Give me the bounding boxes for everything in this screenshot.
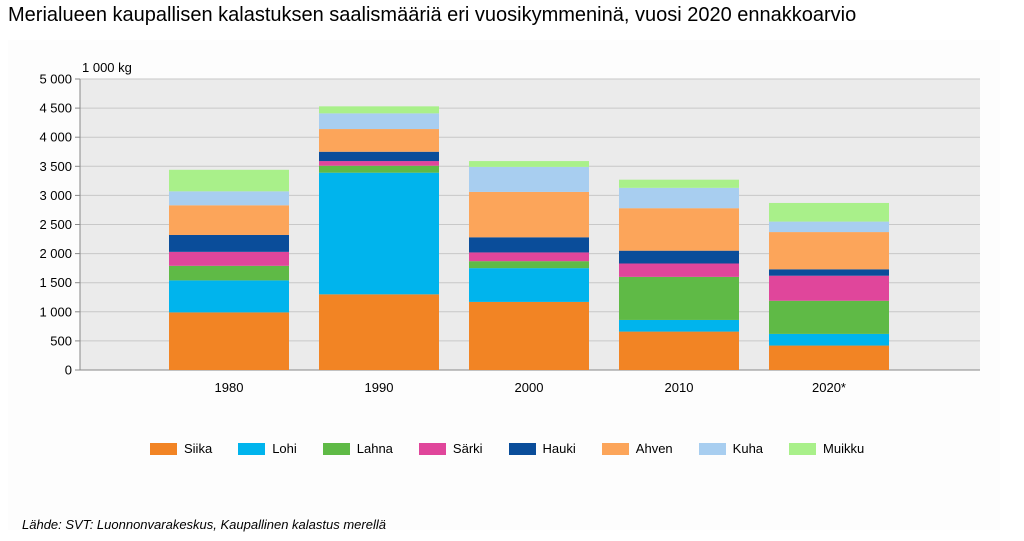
- bar-muikku-1980: [169, 169, 289, 192]
- legend-swatch: [789, 442, 817, 455]
- legend-label: Kuha: [732, 441, 764, 456]
- bar-lohi-2020: [769, 333, 889, 346]
- x-tick-label: 1990: [365, 380, 394, 395]
- legend-item: Muikku: [789, 441, 864, 456]
- bar-hauki-2010: [619, 250, 739, 264]
- y-tick-label: 2 000: [39, 246, 72, 261]
- bar-ahven-1980: [169, 205, 289, 235]
- bar-kuha-2020: [769, 221, 889, 233]
- legend-item: Särki: [418, 441, 483, 456]
- bar-ahven-2010: [619, 208, 739, 251]
- bar-hauki-2020: [769, 269, 889, 276]
- bar-hauki-2000: [469, 237, 589, 253]
- legend-item: Siika: [150, 441, 212, 456]
- legend-label: Lahna: [356, 441, 393, 456]
- legend-swatch: [150, 442, 177, 455]
- bar-kuha-1990: [319, 113, 439, 130]
- bar-lohi-1980: [169, 280, 289, 313]
- bar-ahven-2020: [769, 232, 889, 270]
- bar-siika-2020: [769, 345, 889, 370]
- bar-siika-1990: [319, 294, 439, 370]
- legend-item: Lahna: [322, 441, 393, 456]
- chart-title: Merialueen kaupallisen kalastuksen saali…: [8, 4, 857, 26]
- bar-siika-1980: [169, 312, 289, 370]
- y-axis-unit-label: 1 000 kg: [82, 60, 132, 75]
- y-tick-label: 0: [65, 363, 72, 378]
- legend-swatch: [418, 442, 446, 455]
- y-tick-label: 500: [50, 333, 72, 348]
- y-tick-label: 1 000: [39, 304, 72, 319]
- bar-kuha-1980: [169, 191, 289, 206]
- y-tick-label: 3 500: [39, 159, 72, 174]
- bar-särki-2000: [469, 252, 589, 262]
- x-tick-label: 1980: [215, 380, 244, 395]
- bar-särki-1990: [319, 161, 439, 166]
- bar-lahna-2020: [769, 300, 889, 334]
- bar-kuha-2000: [469, 166, 589, 192]
- y-tick-label: 4 000: [39, 130, 72, 145]
- y-tick-label: 5 000: [39, 72, 72, 87]
- legend-label: Siika: [184, 441, 213, 456]
- x-tick-label: 2010: [665, 380, 694, 395]
- bar-muikku-2000: [469, 161, 589, 167]
- bar-ahven-1990: [319, 129, 439, 152]
- legend-label: Muikku: [823, 441, 865, 456]
- legend-swatch: [601, 442, 629, 455]
- bar-muikku-2010: [619, 179, 739, 188]
- bar-lahna-1990: [319, 165, 439, 173]
- legend-item: Kuha: [698, 441, 764, 456]
- legend-swatch: [508, 442, 536, 455]
- bar-lohi-2000: [469, 268, 589, 302]
- legend-item: Lohi: [238, 441, 297, 456]
- bar-siika-2010: [619, 331, 739, 370]
- legend-item: Hauki: [508, 441, 576, 456]
- y-tick-label: 2 500: [39, 217, 72, 232]
- legend-label: Hauki: [542, 441, 576, 456]
- bar-särki-2020: [769, 275, 889, 301]
- bar-hauki-1980: [169, 234, 289, 252]
- bar-lahna-2010: [619, 276, 739, 320]
- legend-swatch: [238, 442, 266, 455]
- x-tick-label: 2020*: [812, 380, 846, 395]
- bar-kuha-2010: [619, 187, 739, 209]
- bar-särki-2010: [619, 263, 739, 277]
- bar-hauki-1990: [319, 151, 439, 162]
- bar-särki-1980: [169, 251, 289, 266]
- y-tick-label: 4 500: [39, 101, 72, 116]
- legend: Siika Lohi Lahna Särki Hauki Ahven Kuha Muikku: [150, 441, 890, 456]
- source-note: Lähde: SVT: Luonnonvarakeskus, Kaupallin…: [22, 517, 386, 532]
- legend-label: Ahven: [635, 441, 673, 456]
- legend-swatch: [698, 442, 726, 455]
- y-tick-label: 3 000: [39, 188, 72, 203]
- legend-label: Lohi: [272, 441, 297, 456]
- legend-item: Ahven: [601, 441, 673, 456]
- bar-lahna-1980: [169, 265, 289, 281]
- legend-label: Särki: [452, 441, 483, 456]
- bar-lohi-2010: [619, 319, 739, 332]
- bar-lohi-1990: [319, 172, 439, 295]
- bar-siika-2000: [469, 301, 589, 370]
- bar-lahna-2000: [469, 261, 589, 269]
- bar-muikku-1990: [319, 106, 439, 114]
- x-tick-label: 2000: [515, 380, 544, 395]
- bar-ahven-2000: [469, 191, 589, 238]
- legend-swatch: [322, 442, 350, 455]
- bar-muikku-2020: [769, 202, 889, 222]
- y-tick-label: 1 500: [39, 275, 72, 290]
